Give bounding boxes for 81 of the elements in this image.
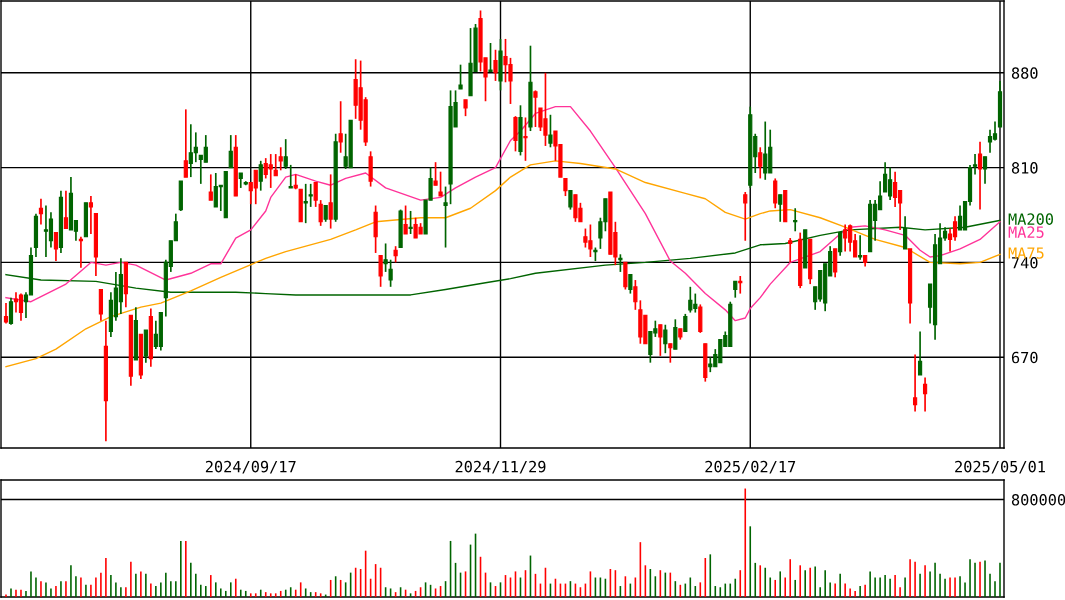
- candlestick: [952, 215, 958, 242]
- series-label: MA75: [1008, 247, 1044, 259]
- y-tick-label: 800000: [1011, 494, 1065, 506]
- candlestick: [533, 89, 538, 128]
- candlestick: [283, 138, 288, 170]
- candlestick: [258, 160, 263, 192]
- candlestick: [673, 318, 678, 350]
- candlestick: [977, 141, 983, 211]
- x-tick-label: 2024/11/29: [455, 460, 546, 474]
- line-series: [5, 160, 1001, 368]
- candlestick: [838, 231, 843, 257]
- y-tick-label: 740: [1011, 256, 1038, 269]
- candlestick: [523, 116, 528, 162]
- candlestick: [48, 211, 54, 249]
- candlestick: [987, 128, 993, 154]
- x-tick-label: 2025/02/17: [705, 460, 796, 474]
- candlestick: [668, 342, 673, 364]
- candlestick: [278, 146, 283, 172]
- candlestick: [743, 191, 748, 242]
- candlestick: [922, 376, 928, 413]
- candlestick: [917, 330, 923, 376]
- candlestick: [288, 164, 293, 189]
- candlestick: [88, 195, 94, 235]
- candlestick: [972, 153, 978, 176]
- candlestick: [843, 223, 848, 253]
- candlestick: [458, 63, 463, 90]
- candlestick: [663, 323, 668, 355]
- candlestick: [992, 120, 998, 142]
- candlestick: [633, 279, 638, 311]
- y-tick-label: 670: [1011, 351, 1038, 364]
- series-label: MA25: [1008, 226, 1044, 238]
- candlestick: [268, 153, 273, 189]
- candlestick: [568, 189, 573, 211]
- candlestick: [408, 210, 413, 235]
- candlestick: [883, 161, 888, 193]
- candlestick: [788, 237, 793, 264]
- y-tick-label: 880: [1011, 67, 1038, 79]
- candlestick: [548, 113, 553, 149]
- candlestick: [443, 185, 448, 249]
- candlestick: [513, 115, 518, 153]
- x-tick-label: 2025/05/01: [955, 460, 1045, 474]
- candlestick: [763, 120, 768, 181]
- candlestick: [338, 100, 343, 154]
- candlestick: [858, 234, 863, 261]
- line-series: [5, 105, 1001, 322]
- candlestick: [183, 108, 188, 178]
- candlestick: [8, 296, 14, 326]
- candlestick: [433, 161, 438, 187]
- candlestick: [208, 173, 213, 201]
- y-tick-label: 810: [1011, 162, 1038, 174]
- series-label: MA200: [1008, 213, 1054, 225]
- candlestick: [773, 177, 778, 210]
- candlestick: [383, 242, 388, 273]
- candlestick: [628, 273, 633, 295]
- candlestick: [203, 134, 208, 164]
- x-tick-label: 2024/09/17: [205, 460, 296, 474]
- candlestick: [273, 153, 278, 177]
- candlestick: [53, 231, 59, 262]
- candlestick: [833, 248, 838, 279]
- candlestick: [488, 42, 493, 73]
- candlestick: [328, 173, 333, 230]
- candlestick: [228, 134, 233, 169]
- candlestick: [388, 258, 393, 288]
- candlestick: [982, 155, 988, 185]
- candlestick: [893, 170, 898, 208]
- candlestick: [493, 48, 498, 82]
- candlestick: [193, 131, 198, 164]
- candlestick: [403, 204, 408, 235]
- candlestick: [658, 323, 663, 357]
- candlestick: [438, 170, 443, 197]
- candlestick: [43, 204, 49, 258]
- candlestick: [378, 254, 383, 288]
- candlestick: [13, 291, 19, 314]
- candlestick: [63, 189, 69, 230]
- candlestick: [318, 199, 323, 227]
- candlestick: [758, 146, 763, 180]
- candlestick: [18, 292, 24, 322]
- candlestick: [912, 353, 918, 413]
- candlestick: [253, 169, 258, 206]
- candlestick: [778, 193, 783, 223]
- candlestick: [38, 197, 44, 226]
